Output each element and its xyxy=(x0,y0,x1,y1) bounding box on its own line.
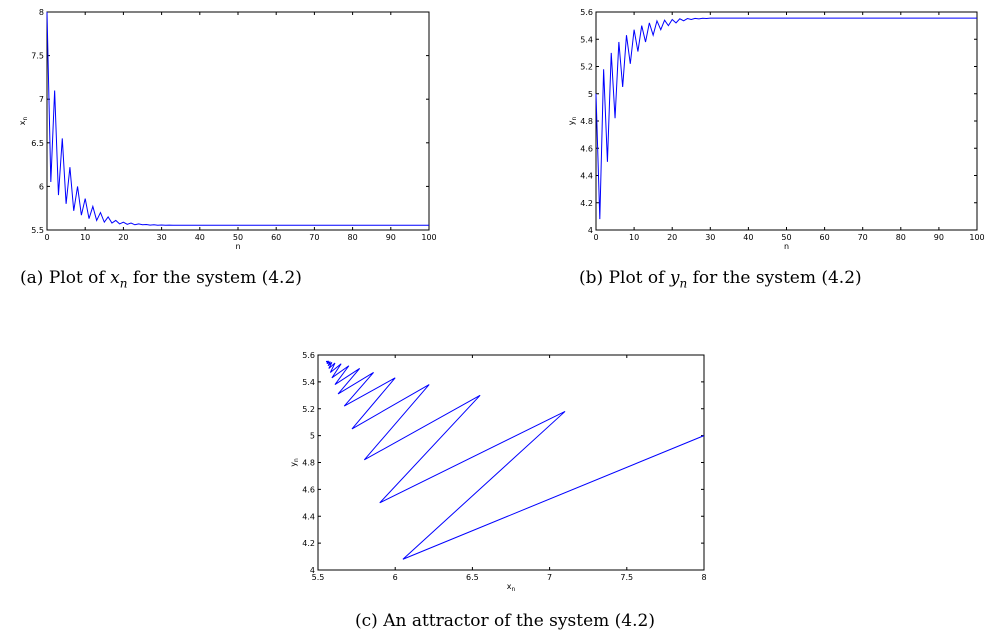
x-tick-label: 7 xyxy=(547,573,552,582)
x-tick-label: 90 xyxy=(386,233,396,242)
y-tick-label: 5.6 xyxy=(302,351,315,360)
x-tick-label: 80 xyxy=(348,233,358,242)
chart-a-plot-frame xyxy=(46,11,430,231)
chart-a-y-ticks: 5.5 6 6.5 7 7.5 8 xyxy=(31,8,429,235)
chart-b-x-ticks: 0 10 20 30 40 50 60 70 80 90 100 xyxy=(593,12,985,242)
x-tick-label: 5.5 xyxy=(312,573,325,582)
y-tick-label: 5.4 xyxy=(580,35,593,44)
chart-a-x-ticks: 0 10 20 30 40 50 60 70 80 90 100 xyxy=(44,12,437,242)
x-tick-label: 40 xyxy=(743,233,753,242)
caption-a: (a) Plot of xn for the system (4.2) xyxy=(20,268,302,291)
x-tick-label: 70 xyxy=(309,233,319,242)
caption-b: (b) Plot of yn for the system (4.2) xyxy=(579,268,862,291)
chart-b-plot-frame xyxy=(595,11,978,231)
x-tick-label: 10 xyxy=(629,233,639,242)
x-tick-label: 90 xyxy=(934,233,944,242)
y-tick-label: 7.5 xyxy=(31,52,44,61)
y-tick-label: 5.2 xyxy=(302,405,315,414)
x-tick-label: 6.5 xyxy=(466,573,479,582)
x-tick-label: 30 xyxy=(157,233,167,242)
y-tick-label: 6 xyxy=(39,182,44,191)
y-tick-label: 4.2 xyxy=(302,539,315,548)
y-tick-label: 5 xyxy=(310,432,315,441)
x-tick-label: 100 xyxy=(421,233,436,242)
chart-c-attractor-line xyxy=(325,360,705,560)
x-tick-label: 100 xyxy=(969,233,984,242)
y-tick-label: 5.6 xyxy=(580,8,593,17)
y-tick-label: 4 xyxy=(310,566,315,575)
y-tick-label: 5.2 xyxy=(580,63,593,72)
y-tick-label: 8 xyxy=(39,8,44,17)
chart-c-x-ticks: 5.5 6 6.5 7 7.5 8 xyxy=(312,355,707,582)
chart-b-y-axis-label: yn xyxy=(567,117,578,126)
y-tick-label: 5.5 xyxy=(31,226,44,235)
y-tick-label: 5.4 xyxy=(302,378,315,387)
chart-b-y-ticks: 4 4.2 4.4 4.6 4.8 5 5.2 5.4 5.6 xyxy=(580,8,977,235)
chart-b-x-axis-label: n xyxy=(784,242,789,251)
chart-a-series-line xyxy=(46,11,429,226)
x-tick-label: 0 xyxy=(593,233,598,242)
chart-b: 0 10 20 30 40 50 60 70 80 90 100 4 4.2 4.4 4.6 4.8 5 5.2… xyxy=(567,8,985,251)
chart-a: 0 10 20 30 40 50 60 70 80 90 100 5.5 6 6.5 7 7.5 8 n xn xyxy=(18,8,437,251)
x-tick-label: 30 xyxy=(705,233,715,242)
y-tick-label: 6.5 xyxy=(31,139,44,148)
x-tick-label: 70 xyxy=(858,233,868,242)
x-tick-label: 60 xyxy=(271,233,281,242)
chart-c: 5.5 6 6.5 7 7.5 8 44.24.44.64.855.25.45.6 xn … xyxy=(289,351,707,593)
chart-b-series-line xyxy=(595,17,977,220)
y-tick-label: 4 xyxy=(588,226,593,235)
y-tick-label: 5 xyxy=(588,90,593,99)
y-tick-label: 4.4 xyxy=(302,512,315,521)
x-tick-label: 8 xyxy=(701,573,706,582)
caption-c: (c) An attractor of the system (4.2) xyxy=(355,611,655,631)
y-tick-label: 4.6 xyxy=(302,485,315,494)
x-tick-label: 20 xyxy=(118,233,128,242)
chart-c-x-axis-label: xn xyxy=(507,582,516,593)
x-tick-label: 10 xyxy=(80,233,90,242)
x-tick-label: 6 xyxy=(393,573,398,582)
y-tick-label: 4.4 xyxy=(580,172,593,181)
x-tick-label: 40 xyxy=(195,233,205,242)
x-tick-label: 20 xyxy=(667,233,677,242)
y-tick-label: 4.8 xyxy=(302,459,315,468)
x-tick-label: 50 xyxy=(781,233,791,242)
y-tick-label: 7 xyxy=(39,95,44,104)
x-tick-label: 0 xyxy=(44,233,49,242)
y-tick-label: 4.8 xyxy=(580,117,593,126)
y-tick-label: 4.2 xyxy=(580,199,593,208)
x-tick-label: 60 xyxy=(820,233,830,242)
x-tick-label: 7.5 xyxy=(620,573,633,582)
chart-c-y-axis-label: yn xyxy=(289,458,300,467)
chart-c-y-ticks: 4 4.2 4.4 4.6 4.8 5 5.2 5.4 5.6 xyxy=(302,351,704,575)
x-tick-label: 80 xyxy=(896,233,906,242)
chart-a-x-axis-label: n xyxy=(235,242,240,251)
y-tick-label: 4.6 xyxy=(580,144,593,153)
x-tick-label: 50 xyxy=(233,233,243,242)
chart-a-y-axis-label: xn xyxy=(18,117,29,126)
chart-c-plot-frame xyxy=(317,354,705,571)
